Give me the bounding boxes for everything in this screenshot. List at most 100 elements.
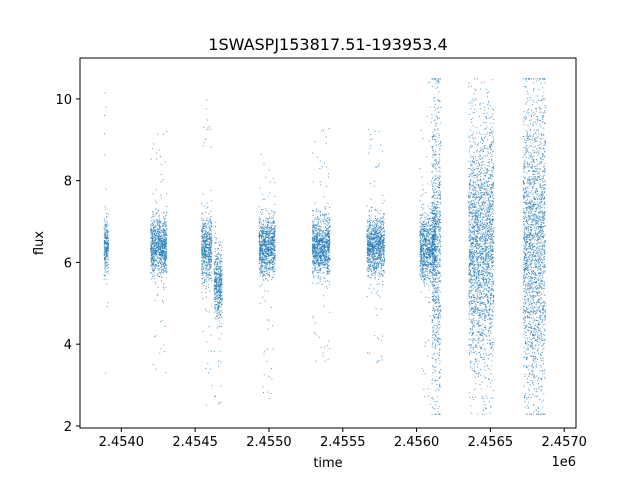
data-point [372,240,374,242]
data-point [420,238,422,240]
data-point [372,242,374,244]
data-point [326,224,328,226]
data-point [164,266,166,268]
data-point [320,248,322,249]
data-point [312,277,314,279]
data-point [103,274,105,276]
data-point [157,240,159,242]
data-point [268,231,270,232]
data-point [273,213,275,215]
data-point [202,237,204,239]
data-point [166,235,168,236]
data-point [206,217,208,219]
data-point [209,275,211,276]
data-point [312,255,314,257]
data-point [218,302,220,304]
data-point [208,264,210,266]
data-point [152,271,154,272]
data-point [320,226,322,228]
data-point [328,244,330,245]
data-point [371,274,373,276]
data-point [320,251,322,253]
data-point [375,226,377,228]
data-point [206,251,208,253]
data-point [104,243,106,245]
data-point [210,229,212,231]
data-point [373,226,375,228]
data-point [273,249,275,251]
data-point [154,230,155,232]
data-point [107,257,109,259]
data-point [208,254,210,256]
data-point [264,237,266,239]
data-point [259,250,260,252]
data-point [165,263,167,265]
data-point [327,257,329,259]
data-point [206,276,208,278]
data-point [263,237,265,238]
data-point [208,261,210,263]
data-point [383,271,385,273]
data-point [203,222,205,224]
data-point [379,225,381,227]
data-point [318,262,320,264]
data-point [371,248,373,250]
data-point [323,277,325,278]
data-point [267,255,269,257]
data-point [165,252,167,254]
data-point [328,232,330,234]
data-point [210,264,212,266]
data-point [265,263,267,265]
data-point [325,247,327,249]
data-point [324,236,326,238]
data-point [271,229,273,231]
data-point [371,264,373,266]
data-point [105,229,107,231]
data-point [162,226,163,228]
data-point [377,166,379,167]
data-point [165,286,167,288]
data-point [154,221,156,223]
data-point [221,274,223,276]
data-point [325,261,327,263]
data-point [372,257,374,259]
data-point [214,262,216,264]
data-point [326,286,328,288]
data-point [209,221,211,222]
data-point [268,212,270,214]
data-point [267,348,269,350]
data-point [259,187,261,189]
data-point [210,240,211,242]
data-point [383,230,385,232]
data-point [271,249,273,251]
data-point [376,258,378,260]
data-point [262,249,264,251]
data-point [220,299,221,300]
data-point [158,276,160,277]
data-point [217,314,219,316]
data-point [366,257,368,258]
data-point [166,248,167,250]
data-point [383,259,385,261]
data-point [106,230,108,232]
data-point [218,365,220,367]
data-point [326,256,328,258]
data-point [202,249,203,251]
data-point [376,236,378,238]
data-point [327,280,329,282]
data-point [206,232,208,234]
data-point [161,243,163,245]
data-point [153,264,155,266]
data-point [270,227,272,229]
data-point [214,307,216,309]
data-point [155,241,157,243]
data-point [157,241,159,243]
data-point [270,251,272,253]
data-point [322,352,324,354]
data-point [164,223,166,225]
data-point [269,236,271,238]
data-point [220,282,221,284]
data-point [374,267,376,269]
data-point [218,284,220,286]
data-point [270,250,272,252]
